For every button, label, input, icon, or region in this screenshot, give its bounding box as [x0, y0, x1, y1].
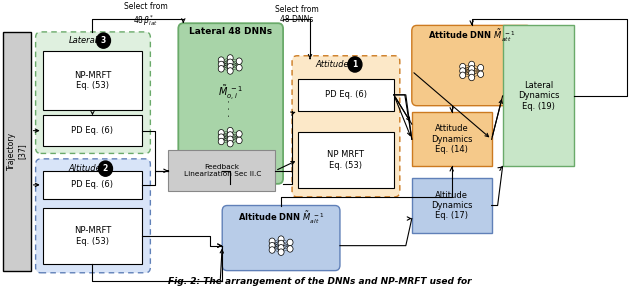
Text: PD Eq. (6): PD Eq. (6)	[72, 126, 113, 135]
Circle shape	[278, 249, 284, 255]
Bar	[168, 150, 275, 191]
Circle shape	[287, 246, 293, 252]
Text: Attitude
Dynamics
Eq. (14): Attitude Dynamics Eq. (14)	[431, 125, 472, 154]
Circle shape	[227, 127, 233, 134]
Circle shape	[227, 140, 233, 147]
Text: Altitude DNN $\tilde{M}_{alt}^{\ -1}$: Altitude DNN $\tilde{M}_{alt}^{\ -1}$	[238, 209, 324, 226]
Text: Attitude DNN $\tilde{M}_{att}^{\ -1}$: Attitude DNN $\tilde{M}_{att}^{\ -1}$	[428, 28, 515, 44]
Circle shape	[460, 63, 466, 70]
Text: Feedback
Linearization Sec II.C: Feedback Linearization Sec II.C	[184, 164, 261, 177]
Circle shape	[278, 245, 284, 251]
Bar	[43, 171, 142, 199]
Circle shape	[468, 61, 475, 68]
Text: Altitude: Altitude	[68, 164, 101, 173]
Bar	[43, 52, 142, 110]
Circle shape	[227, 68, 233, 74]
Text: Lateral: Lateral	[68, 36, 98, 45]
Text: Lateral
Dynamics
Eq. (19): Lateral Dynamics Eq. (19)	[518, 81, 559, 111]
FancyBboxPatch shape	[36, 32, 150, 154]
Circle shape	[218, 66, 224, 72]
Bar	[412, 178, 492, 233]
Bar	[3, 32, 31, 271]
Circle shape	[227, 55, 233, 61]
Text: Altitude
Dynamics
Eq. (17): Altitude Dynamics Eq. (17)	[431, 191, 472, 220]
Circle shape	[227, 63, 233, 70]
Text: Select from
48 DNNs: Select from 48 DNNs	[275, 5, 319, 24]
Text: Select from
$48\,\beta_{lat}^{*}$: Select from $48\,\beta_{lat}^{*}$	[124, 1, 167, 28]
Bar	[43, 208, 142, 264]
Bar	[43, 115, 142, 146]
Bar	[298, 132, 394, 188]
Circle shape	[218, 61, 224, 68]
Circle shape	[269, 242, 275, 249]
Text: 1: 1	[352, 60, 358, 69]
Circle shape	[269, 247, 275, 253]
Circle shape	[477, 64, 484, 71]
Circle shape	[269, 238, 275, 245]
Circle shape	[287, 239, 293, 246]
Circle shape	[227, 132, 233, 138]
Circle shape	[227, 136, 233, 143]
Circle shape	[236, 137, 242, 144]
Circle shape	[99, 161, 113, 176]
Text: PD Eq. (6): PD Eq. (6)	[325, 90, 367, 99]
Circle shape	[278, 240, 284, 247]
Bar	[502, 25, 575, 166]
Circle shape	[468, 74, 475, 81]
Text: Fig. 2: The arrangement of the DNNs and NP-MRFT used for: Fig. 2: The arrangement of the DNNs and …	[168, 277, 472, 286]
Circle shape	[278, 236, 284, 242]
FancyBboxPatch shape	[222, 205, 340, 271]
Circle shape	[236, 58, 242, 64]
FancyBboxPatch shape	[36, 159, 150, 273]
Circle shape	[97, 33, 111, 48]
Text: PD Eq. (6): PD Eq. (6)	[72, 180, 113, 189]
Text: Lateral 48 DNNs: Lateral 48 DNNs	[189, 28, 272, 36]
Circle shape	[236, 131, 242, 137]
FancyBboxPatch shape	[292, 56, 400, 197]
Circle shape	[218, 138, 224, 145]
Circle shape	[348, 57, 362, 72]
Text: NP MRFT
Eq. (53): NP MRFT Eq. (53)	[328, 150, 364, 170]
Circle shape	[227, 59, 233, 66]
FancyBboxPatch shape	[179, 23, 283, 184]
Circle shape	[460, 72, 466, 79]
Circle shape	[236, 64, 242, 71]
Text: 3: 3	[101, 36, 106, 45]
Circle shape	[477, 71, 484, 77]
Bar	[298, 79, 394, 111]
Text: NP-MRFT
Eq. (53): NP-MRFT Eq. (53)	[74, 226, 111, 246]
FancyBboxPatch shape	[412, 25, 532, 106]
Circle shape	[460, 68, 466, 74]
Bar	[412, 112, 492, 166]
Circle shape	[468, 70, 475, 76]
Text: NP-MRFT
Eq. (53): NP-MRFT Eq. (53)	[74, 71, 111, 91]
Circle shape	[468, 66, 475, 72]
Circle shape	[218, 57, 224, 63]
Text: 2: 2	[103, 164, 108, 173]
Circle shape	[218, 130, 224, 136]
Text: Attitude: Attitude	[315, 60, 349, 69]
Text: Trajectory
[37]: Trajectory [37]	[7, 132, 26, 170]
Circle shape	[218, 134, 224, 140]
Text: · · ·: · · ·	[225, 99, 235, 117]
Text: $\tilde{M}_{o,i}^{\ -1}$: $\tilde{M}_{o,i}^{\ -1}$	[218, 84, 243, 103]
